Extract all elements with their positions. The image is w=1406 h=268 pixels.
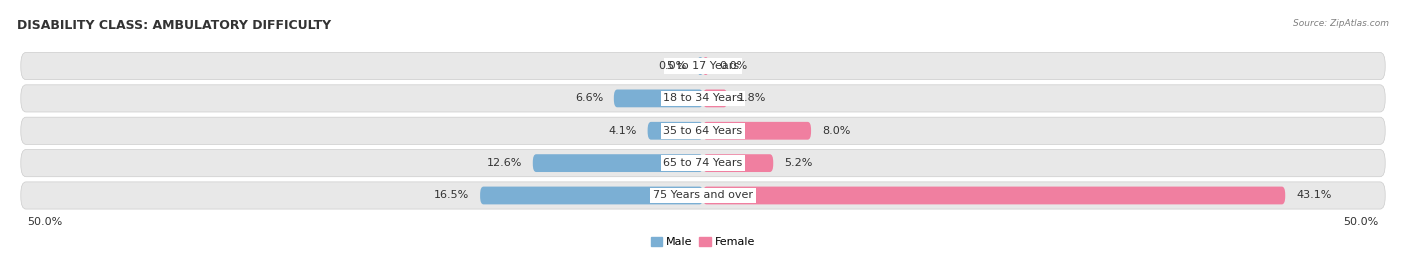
FancyBboxPatch shape xyxy=(614,90,703,107)
Text: 5.2%: 5.2% xyxy=(785,158,813,168)
FancyBboxPatch shape xyxy=(479,187,703,204)
Legend: Male, Female: Male, Female xyxy=(647,233,759,252)
FancyBboxPatch shape xyxy=(21,182,1385,209)
Text: 18 to 34 Years: 18 to 34 Years xyxy=(664,94,742,103)
Text: 6.6%: 6.6% xyxy=(575,94,603,103)
Text: 0.0%: 0.0% xyxy=(658,61,686,71)
Text: 16.5%: 16.5% xyxy=(434,191,470,200)
FancyBboxPatch shape xyxy=(703,90,727,107)
Text: 75 Years and over: 75 Years and over xyxy=(652,191,754,200)
Text: 8.0%: 8.0% xyxy=(823,126,851,136)
Text: DISABILITY CLASS: AMBULATORY DIFFICULTY: DISABILITY CLASS: AMBULATORY DIFFICULTY xyxy=(17,19,330,32)
Text: 43.1%: 43.1% xyxy=(1296,191,1331,200)
Text: 50.0%: 50.0% xyxy=(28,218,63,228)
FancyBboxPatch shape xyxy=(21,117,1385,144)
FancyBboxPatch shape xyxy=(703,122,811,140)
FancyBboxPatch shape xyxy=(703,154,773,172)
FancyBboxPatch shape xyxy=(648,122,703,140)
FancyBboxPatch shape xyxy=(697,57,703,75)
FancyBboxPatch shape xyxy=(533,154,703,172)
Text: 5 to 17 Years: 5 to 17 Years xyxy=(666,61,740,71)
Text: 12.6%: 12.6% xyxy=(486,158,522,168)
Text: 1.8%: 1.8% xyxy=(738,94,766,103)
Text: 50.0%: 50.0% xyxy=(1343,218,1378,228)
FancyBboxPatch shape xyxy=(703,57,709,75)
Text: 35 to 64 Years: 35 to 64 Years xyxy=(664,126,742,136)
FancyBboxPatch shape xyxy=(21,85,1385,112)
Text: 65 to 74 Years: 65 to 74 Years xyxy=(664,158,742,168)
Text: 0.0%: 0.0% xyxy=(720,61,748,71)
Text: 4.1%: 4.1% xyxy=(609,126,637,136)
FancyBboxPatch shape xyxy=(21,53,1385,80)
FancyBboxPatch shape xyxy=(703,187,1285,204)
Text: Source: ZipAtlas.com: Source: ZipAtlas.com xyxy=(1294,19,1389,28)
FancyBboxPatch shape xyxy=(21,150,1385,177)
